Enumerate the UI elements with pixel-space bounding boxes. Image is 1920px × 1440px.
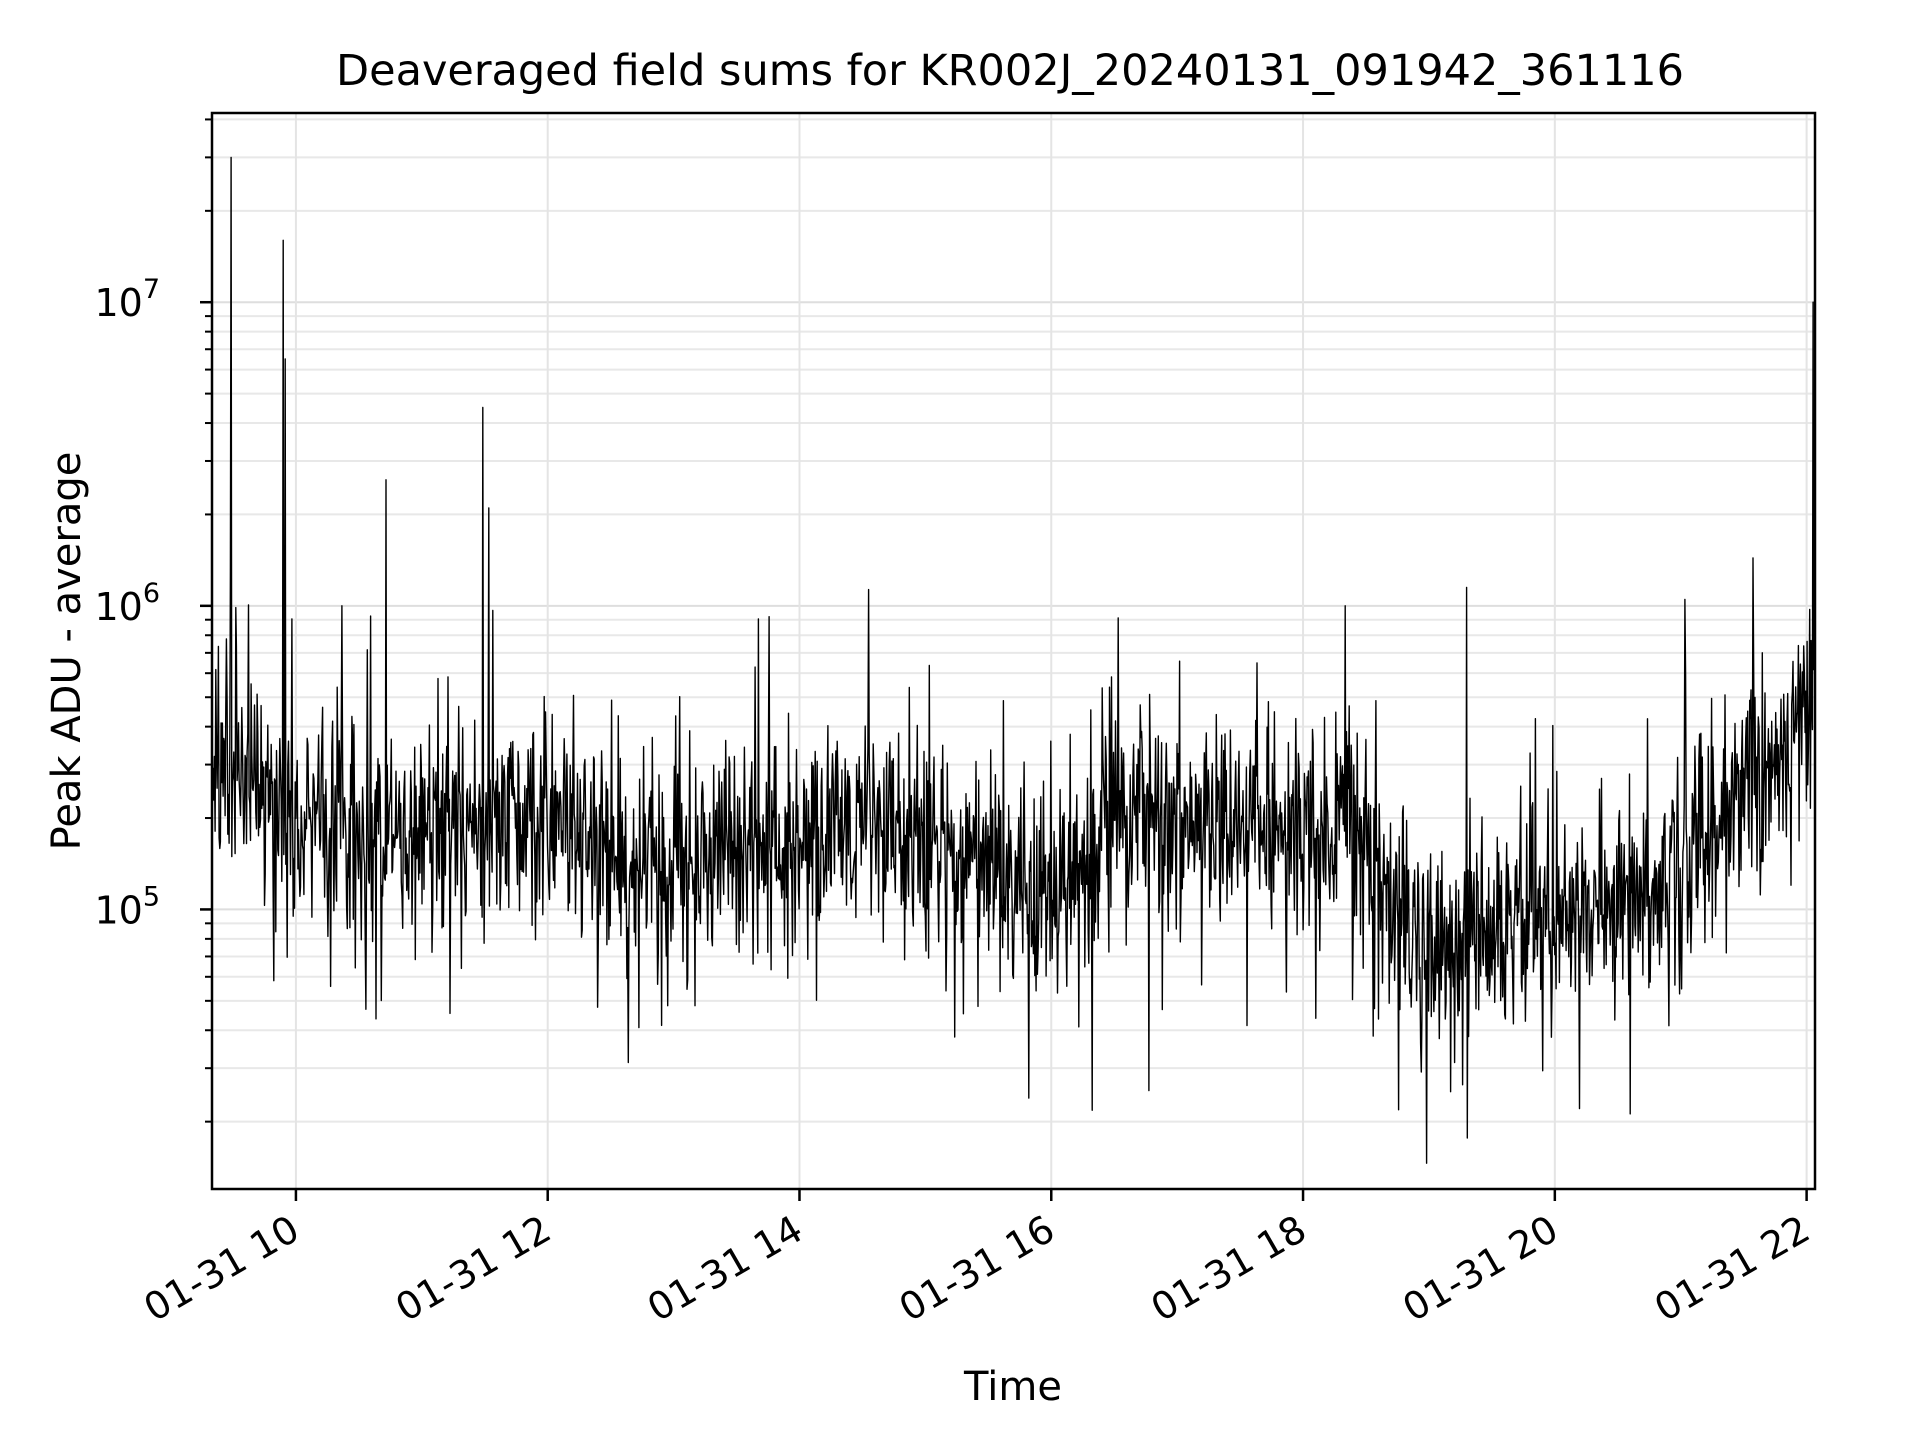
y-tick-label: 106 — [94, 578, 160, 629]
y-tick-base: 10 — [94, 888, 142, 932]
y-axis-label: Peak ADU - average — [44, 452, 90, 851]
y-tick-exponent: 5 — [143, 881, 160, 912]
chart-title: Deaveraged field sums for KR002J_2024013… — [336, 46, 1684, 96]
y-tick-exponent: 6 — [143, 578, 160, 609]
x-tick-label: 01-31 16 — [892, 1207, 1062, 1331]
x-tick-label: 01-31 20 — [1395, 1207, 1565, 1331]
y-tick-label: 105 — [94, 881, 160, 932]
x-tick-label: 01-31 22 — [1647, 1207, 1817, 1331]
grid — [212, 113, 1815, 1189]
y-tick-base: 10 — [94, 281, 142, 325]
x-tick-label: 01-31 12 — [388, 1207, 558, 1331]
y-tick-base: 10 — [94, 585, 142, 629]
x-axis-label: Time — [963, 1364, 1062, 1410]
series-trace — [211, 156, 1815, 1164]
y-tick-exponent: 7 — [143, 274, 160, 305]
x-tick-label: 01-31 14 — [640, 1207, 810, 1331]
x-tick-label: 01-31 18 — [1144, 1207, 1314, 1331]
y-tick-label: 107 — [94, 274, 160, 325]
x-axis: 01-31 10 01-31 12 01-31 14 01-31 16 01-31 18… — [136, 1189, 1817, 1330]
series-line — [211, 156, 1815, 1164]
plot-frame — [210, 111, 1817, 1191]
x-tick-label: 01-31 10 — [136, 1207, 306, 1331]
